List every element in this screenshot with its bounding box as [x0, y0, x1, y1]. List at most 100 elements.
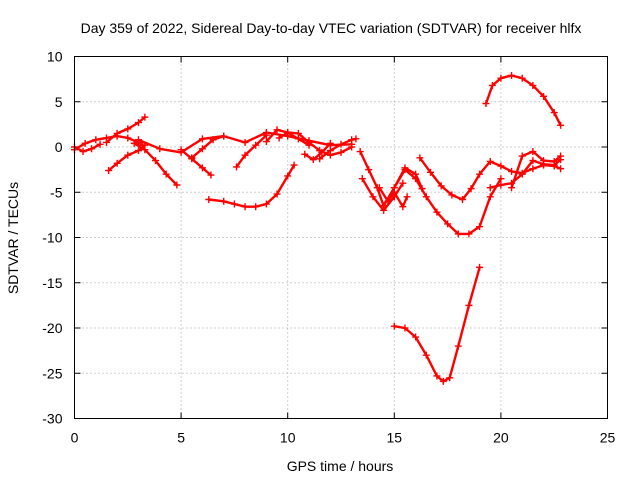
- data-point: [130, 139, 138, 147]
- series-arc-22: [393, 266, 481, 383]
- data-point: [309, 156, 317, 164]
- data-point: [188, 154, 196, 162]
- series-arc-2: [73, 143, 102, 153]
- axis-ticks: 0 5 10 15 20 25 -30 -25 -20 -15 -10 -5 0 5 10: [42, 49, 615, 446]
- chart-title: Day 359 of 2022, Sidereal Day-to-day VTE…: [81, 20, 582, 36]
- data-point: [275, 134, 283, 142]
- y-tick-label: 10: [47, 49, 63, 65]
- data-point: [433, 208, 441, 216]
- data-point: [508, 167, 516, 175]
- y-tick-label: 5: [55, 94, 63, 110]
- data-point: [550, 109, 558, 117]
- data-point: [444, 220, 452, 228]
- data-point: [454, 342, 462, 350]
- data-point: [124, 151, 132, 159]
- series-arc-7: [179, 148, 213, 177]
- data-point: [529, 148, 537, 156]
- data-point: [476, 170, 484, 178]
- data-point: [476, 263, 484, 271]
- data-point: [488, 81, 496, 89]
- data-point: [497, 74, 505, 82]
- data-point: [348, 136, 356, 144]
- data-point: [284, 172, 292, 180]
- y-axis-label: SDTVAR / TECUs: [5, 182, 21, 294]
- data-point: [529, 165, 537, 173]
- data-point: [486, 157, 494, 165]
- data-point: [365, 166, 373, 174]
- x-tick-label: 5: [177, 430, 185, 446]
- data-point: [557, 152, 565, 160]
- data-point: [448, 191, 456, 199]
- data-point: [529, 157, 537, 165]
- data-point: [220, 132, 228, 140]
- data-point: [401, 324, 409, 332]
- data-point: [437, 182, 445, 190]
- data-point: [252, 141, 260, 149]
- data-point: [518, 152, 526, 160]
- data-point: [540, 92, 548, 100]
- data-point: [518, 74, 526, 82]
- data-series: [71, 72, 565, 385]
- data-point: [233, 163, 241, 171]
- data-point: [326, 139, 334, 147]
- series-arc-21: [510, 150, 562, 189]
- data-point: [557, 121, 565, 129]
- data-point: [446, 374, 454, 382]
- data-point: [486, 193, 494, 201]
- data-point: [508, 72, 516, 80]
- data-point: [497, 181, 505, 189]
- data-point: [318, 148, 326, 156]
- data-point: [508, 184, 516, 192]
- data-point: [380, 202, 388, 210]
- data-point: [433, 372, 441, 380]
- data-point: [262, 131, 270, 139]
- data-point: [557, 165, 565, 173]
- data-point: [88, 145, 96, 153]
- x-axis-label: GPS time / hours: [287, 458, 394, 474]
- series-arc-13: [303, 142, 332, 161]
- data-point: [134, 119, 142, 127]
- y-tick-label: -20: [42, 320, 62, 336]
- data-point: [241, 138, 249, 146]
- data-point: [134, 147, 142, 155]
- data-point: [81, 139, 89, 147]
- data-point: [550, 157, 558, 165]
- data-point: [465, 230, 473, 238]
- data-point: [141, 113, 149, 121]
- data-point: [375, 184, 383, 192]
- data-point: [124, 125, 132, 133]
- data-point: [273, 190, 281, 198]
- data-point: [241, 203, 249, 211]
- data-point: [476, 223, 484, 231]
- data-point: [369, 193, 377, 201]
- data-point: [467, 185, 475, 193]
- grid: [74, 56, 608, 419]
- data-point: [262, 138, 270, 146]
- y-tick-label: -10: [42, 230, 62, 246]
- data-point: [177, 146, 185, 154]
- data-point: [326, 147, 334, 155]
- data-point: [529, 81, 537, 89]
- y-tick-label: 0: [55, 139, 63, 155]
- data-point: [220, 197, 228, 205]
- series-arc-9: [207, 163, 296, 208]
- x-tick-label: 0: [71, 430, 79, 446]
- data-point: [173, 181, 181, 189]
- data-point: [124, 134, 132, 142]
- data-point: [348, 143, 356, 151]
- data-point: [439, 377, 447, 385]
- data-point: [294, 129, 302, 137]
- data-point: [356, 148, 364, 156]
- series-arc-23: [484, 74, 562, 127]
- data-point: [198, 145, 206, 153]
- data-point: [273, 126, 281, 134]
- series-arc-18: [382, 168, 503, 236]
- data-point: [416, 154, 424, 162]
- data-point: [241, 151, 249, 159]
- data-point: [284, 129, 292, 137]
- data-point: [403, 193, 411, 201]
- data-point: [540, 157, 548, 165]
- data-point: [427, 168, 435, 176]
- y-tick-label: -15: [42, 275, 62, 291]
